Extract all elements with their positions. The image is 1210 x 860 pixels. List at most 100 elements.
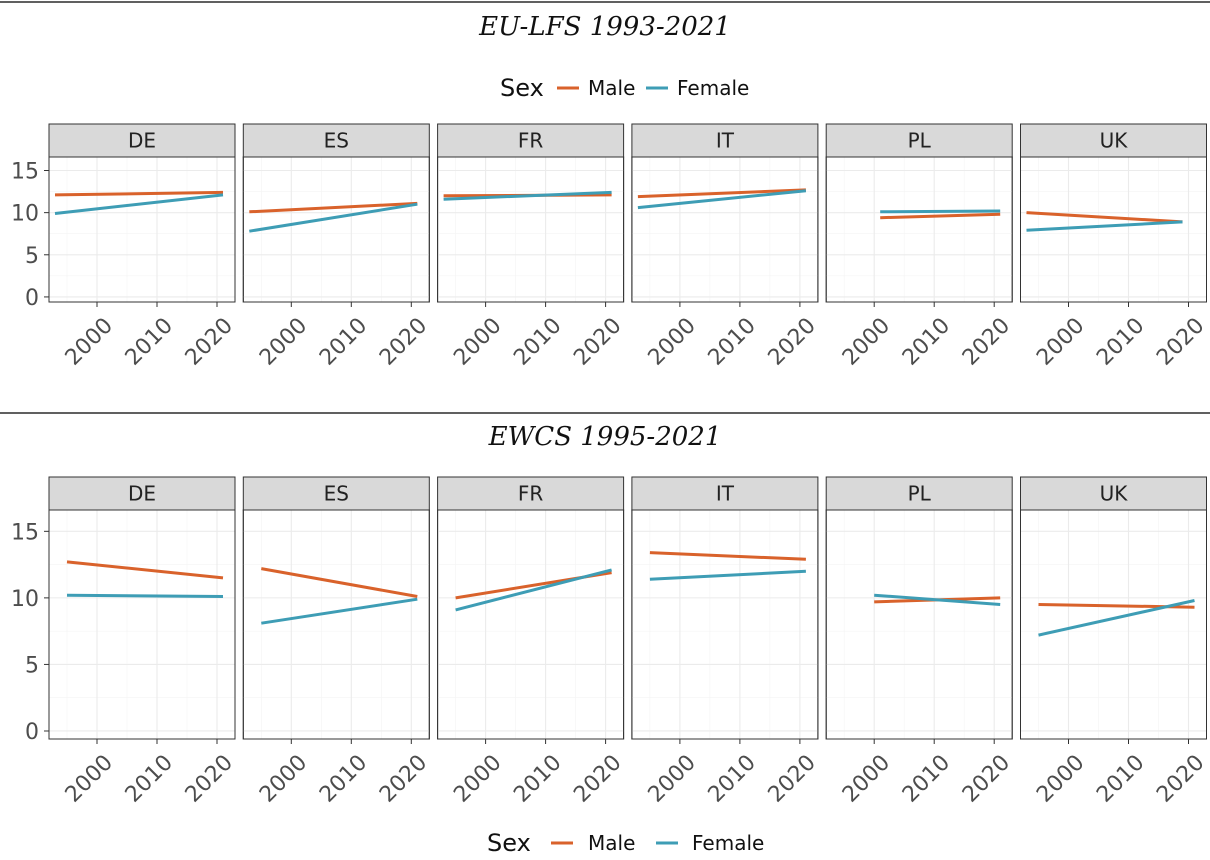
legend-male-label-top: Male <box>588 76 635 100</box>
facet-label-DE: DE <box>128 129 156 153</box>
y-tick-label-1-2: 10 <box>11 587 39 612</box>
series-line-male-ES <box>249 201 418 214</box>
x-tick-label-DE-1: 2010 <box>121 313 178 370</box>
legend-bottom: Sex Male Female <box>487 829 764 857</box>
legend-title-bottom: Sex <box>487 829 531 857</box>
facet-border-UK <box>1020 509 1207 740</box>
facet-border-PL <box>825 156 1013 303</box>
x-tick-label-ES-1: 2010 <box>315 750 372 807</box>
facet-border-ES <box>242 509 430 740</box>
x-tick-label-UK-0: 2000 <box>1032 313 1089 370</box>
facet-panel-FR <box>437 509 625 740</box>
facet-panel-IT <box>631 156 819 303</box>
series-line-male-UK <box>1026 211 1183 224</box>
legend-top: Sex Male Female <box>500 74 749 102</box>
x-tick-label-IT-1: 2010 <box>704 750 761 807</box>
x-tick-label-ES-0: 2000 <box>255 313 312 370</box>
x-tick-label-UK-1: 2010 <box>1092 313 1149 370</box>
series-line-female-DE <box>54 193 224 215</box>
x-tick-label-DE-0: 2000 <box>61 313 118 370</box>
facet-border-ES <box>242 156 430 303</box>
facet-panel-ES <box>242 156 430 303</box>
series-line-female-UK <box>1026 220 1183 232</box>
series-line-female-FR <box>455 568 612 612</box>
series-line-female-DE <box>66 593 224 598</box>
facet-label-ES: ES <box>324 129 349 153</box>
facet-panel-PL <box>825 509 1013 740</box>
facet-strip-FR <box>437 123 625 158</box>
legend-male-label-bottom: Male <box>588 831 635 855</box>
x-tick-label-UK-0: 2000 <box>1032 750 1089 807</box>
facet-panel-DE <box>48 509 236 740</box>
facet-strip-IT <box>631 123 819 158</box>
facet-border-IT <box>631 509 819 740</box>
series-line-male-IT <box>649 551 806 561</box>
x-tick-label-FR-1: 2010 <box>509 313 566 370</box>
x-tick-label-PL-2: 2020 <box>958 750 1015 807</box>
x-tick-label-DE-2: 2020 <box>181 750 238 807</box>
x-tick-label-FR-2: 2020 <box>569 750 626 807</box>
facet-border-DE <box>48 156 236 303</box>
series-line-male-ES <box>261 567 418 598</box>
series-line-male-DE <box>54 190 224 197</box>
series-line-male-DE <box>66 560 224 580</box>
series-line-female-FR <box>443 190 612 201</box>
x-tick-label-IT-0: 2000 <box>644 313 701 370</box>
facet-label-IT: IT <box>716 129 735 153</box>
x-tick-label-FR-0: 2000 <box>449 750 506 807</box>
facet-label-PL: PL <box>908 482 932 506</box>
series-line-female-ES <box>261 597 418 625</box>
facet-panel-ES <box>242 509 430 740</box>
x-tick-label-DE-2: 2020 <box>181 313 238 370</box>
x-tick-label-PL-0: 2000 <box>838 313 895 370</box>
series-line-female-PL <box>880 209 1001 214</box>
facet-label-FR: FR <box>518 482 544 506</box>
legend-female-label-bottom: Female <box>692 831 764 855</box>
x-tick-label-FR-1: 2010 <box>509 750 566 807</box>
chart-title-eulfs: EU-LFS 1993-2021 <box>478 12 731 42</box>
x-tick-label-IT-1: 2010 <box>704 313 761 370</box>
series-line-female-UK <box>1038 599 1195 637</box>
series-line-male-IT <box>637 188 806 199</box>
x-tick-label-IT-2: 2020 <box>764 313 821 370</box>
x-tick-label-UK-2: 2020 <box>1152 750 1209 807</box>
facet-panel-FR <box>437 156 625 303</box>
facet-border-FR <box>437 156 625 303</box>
x-tick-label-IT-0: 2000 <box>644 750 701 807</box>
y-tick-label-0-3: 15 <box>11 160 39 185</box>
y-tick-label-0-2: 10 <box>11 202 39 227</box>
facet-strip-IT <box>631 476 819 511</box>
series-line-female-ES <box>249 202 418 233</box>
facet-strip-DE <box>48 476 236 511</box>
facet-label-PL: PL <box>908 129 932 153</box>
x-tick-label-DE-0: 2000 <box>61 750 118 807</box>
x-tick-label-PL-0: 2000 <box>838 750 895 807</box>
x-tick-label-FR-2: 2020 <box>569 313 626 370</box>
facet-strip-PL <box>825 476 1013 511</box>
chart-title-ewcs: EWCS 1995-2021 <box>488 422 722 452</box>
x-tick-label-FR-0: 2000 <box>449 313 506 370</box>
facet-label-UK: UK <box>1100 482 1129 506</box>
facet-strip-ES <box>242 476 430 511</box>
facet-border-FR <box>437 509 625 740</box>
y-tick-label-0-1: 5 <box>25 244 39 269</box>
facet-panel-PL <box>825 156 1013 303</box>
x-tick-label-ES-2: 2020 <box>375 750 432 807</box>
facet-panel-UK <box>1020 509 1207 740</box>
facet-panel-IT <box>631 509 819 740</box>
facet-label-IT: IT <box>716 482 735 506</box>
facet-strip-DE <box>48 123 236 158</box>
series-line-female-IT <box>637 189 807 210</box>
x-tick-label-UK-1: 2010 <box>1092 750 1149 807</box>
series-line-female-PL <box>874 593 1001 606</box>
x-tick-label-PL-1: 2010 <box>898 750 955 807</box>
facet-label-UK: UK <box>1100 129 1129 153</box>
facet-panel-DE <box>48 156 236 303</box>
x-tick-label-ES-0: 2000 <box>255 750 312 807</box>
facet-strip-FR <box>437 476 625 511</box>
facet-border-IT <box>631 156 819 303</box>
y-tick-label-1-0: 0 <box>25 720 39 745</box>
